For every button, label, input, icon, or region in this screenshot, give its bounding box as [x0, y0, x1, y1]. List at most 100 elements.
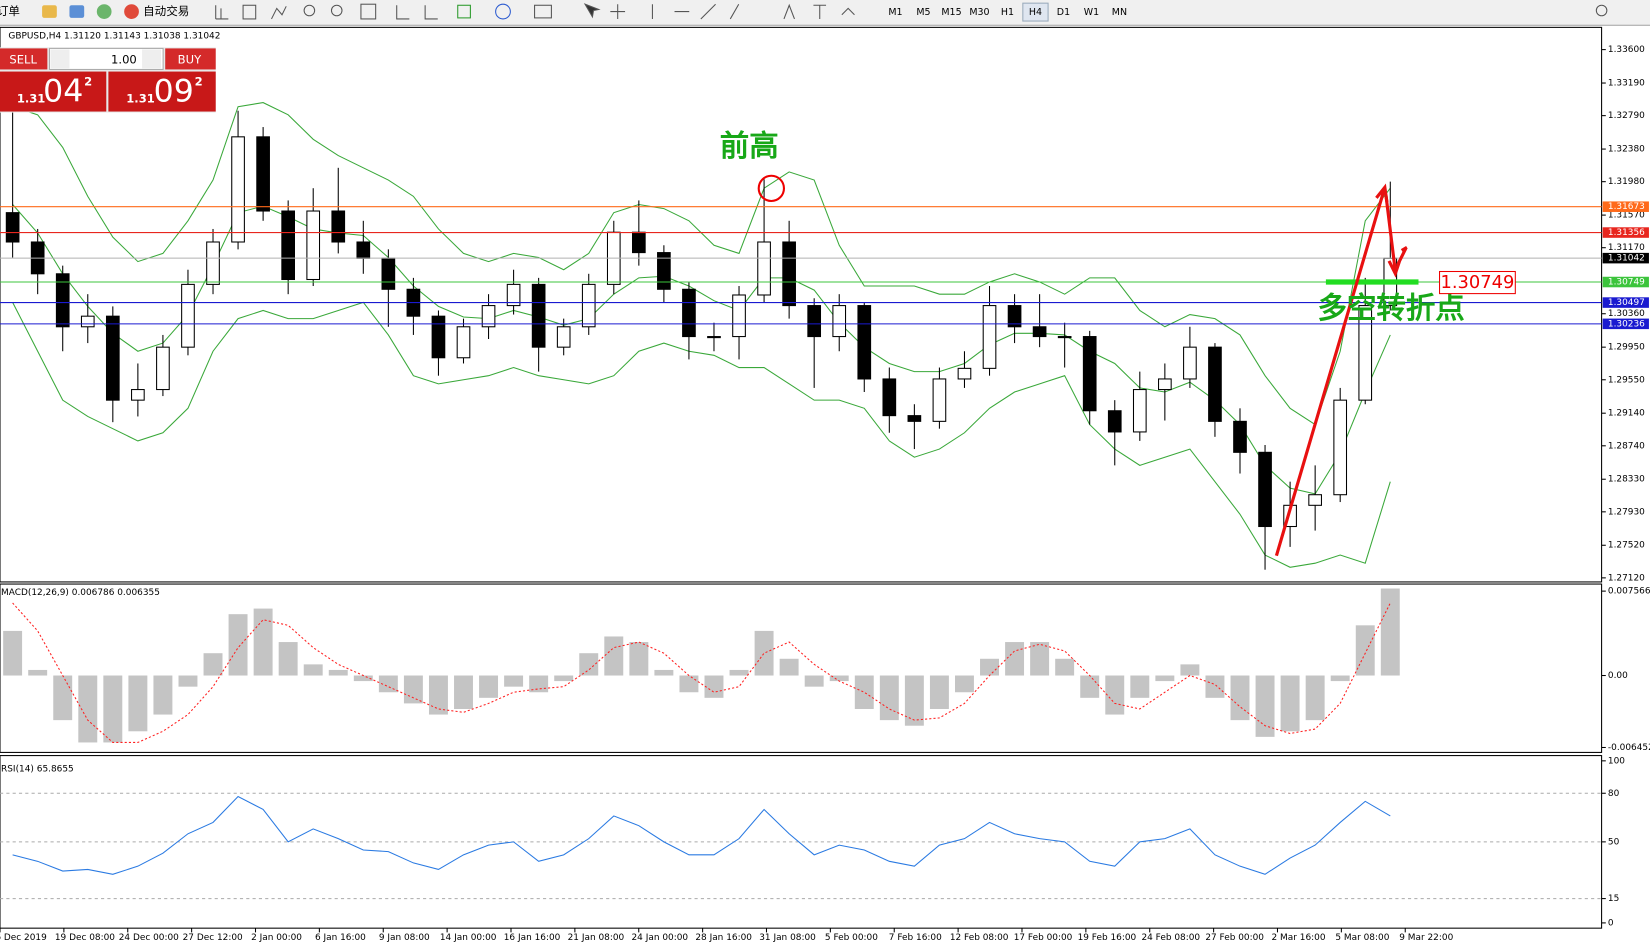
icon[interactable] — [124, 4, 139, 19]
candle-body — [732, 294, 746, 338]
y-tick-label: 1.28740 — [1608, 441, 1645, 451]
candle-body — [832, 305, 847, 338]
y-tick-label: 50 — [1608, 837, 1620, 847]
icon[interactable] — [457, 4, 471, 19]
icon[interactable] — [96, 4, 112, 19]
x-tick-label: 27 Feb 00:00 — [1205, 933, 1264, 943]
icon[interactable] — [215, 5, 229, 20]
timeframe-button[interactable]: H4 — [1029, 7, 1042, 18]
sell-button[interactable] — [0, 48, 48, 70]
price-level-label: 1.31356 — [1608, 228, 1645, 238]
icon[interactable] — [42, 5, 57, 18]
icon[interactable] — [271, 6, 287, 20]
macd-bar — [428, 675, 448, 715]
x-tick-label: 9 Jan 08:00 — [379, 933, 430, 943]
macd-bar — [1080, 675, 1100, 698]
annotation-previous-high: 前高 — [720, 129, 779, 163]
macd-bar — [1005, 642, 1025, 676]
y-tick-label: 1.29140 — [1608, 409, 1645, 419]
lots-field[interactable] — [48, 47, 164, 70]
annotation-turning-point: 多空转折点 — [1318, 291, 1465, 325]
sell-price-box[interactable] — [0, 71, 107, 112]
candle-body — [882, 378, 897, 417]
icon[interactable] — [303, 4, 316, 17]
candle-body — [456, 326, 471, 359]
candle-body — [506, 283, 521, 307]
timeframe-button[interactable]: M5 — [916, 7, 930, 18]
candle-body — [1258, 451, 1272, 528]
icon[interactable] — [330, 4, 343, 17]
candle-body — [306, 210, 321, 281]
candle-body — [531, 283, 546, 348]
macd-bar — [178, 675, 198, 687]
toolbar-new-order[interactable]: 新订单 — [0, 4, 20, 18]
macd-bar — [579, 653, 599, 676]
lots-up[interactable] — [142, 49, 162, 69]
macd-bar — [1030, 642, 1050, 676]
x-tick-label: 16 Jan 16:00 — [504, 933, 561, 943]
timeframe-button[interactable]: D1 — [1057, 7, 1070, 18]
timeframe-button[interactable]: MN — [1112, 7, 1127, 18]
price-level-label: 1.30749 — [1608, 278, 1645, 288]
candle-body — [1183, 346, 1197, 380]
callout-price: 1.30749 — [1440, 272, 1514, 293]
macd-bar — [228, 614, 248, 676]
macd-bar — [1305, 675, 1325, 721]
candle-body — [932, 378, 947, 422]
macd-bar — [479, 675, 499, 698]
macd-bar — [729, 669, 749, 676]
icon[interactable] — [534, 4, 552, 19]
bollinger-lower — [12, 301, 1391, 568]
candle-body — [431, 315, 446, 359]
candle-body — [131, 389, 145, 401]
macd-bar — [629, 642, 649, 676]
icon[interactable] — [495, 3, 511, 20]
macd-bar — [1180, 664, 1200, 676]
timeframe-button[interactable]: M15 — [941, 7, 961, 18]
macd-bar — [1105, 675, 1125, 715]
y-tick-label: 1.27120 — [1608, 573, 1645, 583]
timeframe-button[interactable]: M1 — [888, 7, 902, 18]
candle-body — [1082, 336, 1097, 412]
lots-down[interactable] — [50, 49, 70, 69]
macd-bar — [28, 669, 48, 676]
icon[interactable] — [242, 4, 257, 20]
candle-body — [1208, 346, 1222, 422]
toolbar-icons — [215, 3, 855, 20]
icon[interactable] — [360, 3, 377, 20]
macd-bar — [679, 675, 699, 693]
y-tick-label: 1.30360 — [1608, 309, 1645, 319]
indicator-title: GBPUSD,H4 1.31120 1.31143 1.31038 1.3104… — [8, 31, 220, 41]
search-icon[interactable] — [1595, 4, 1608, 17]
macd-bar — [504, 675, 524, 687]
macd-bar — [604, 636, 624, 676]
icon[interactable] — [583, 3, 601, 19]
timeframe-button[interactable]: M30 — [969, 7, 989, 18]
candle-body — [1333, 399, 1348, 496]
indicator-title: MACD(12,26,9) 0.006786 0.006355 — [1, 588, 160, 598]
timeframe-button[interactable]: H1 — [1001, 7, 1014, 18]
buy-button[interactable] — [165, 48, 216, 70]
buy-price-box[interactable] — [108, 71, 216, 112]
x-tick-label: 2 Jan 00:00 — [251, 933, 302, 943]
timeframe-button[interactable]: W1 — [1084, 7, 1099, 18]
buy-label[interactable]: BUY — [178, 52, 202, 66]
macd-bar — [278, 642, 298, 676]
macd-bar — [403, 675, 423, 704]
icon[interactable] — [396, 5, 438, 20]
icon[interactable] — [610, 3, 855, 20]
sell-label[interactable]: SELL — [9, 52, 37, 66]
x-tick-label: 28 Jan 16:00 — [695, 933, 752, 943]
price-level-tag — [1602, 297, 1649, 308]
lots-value[interactable]: 1.00 — [111, 52, 137, 66]
x-tick-label: 19 Dec 08:00 — [55, 933, 115, 943]
macd-bar — [754, 630, 774, 676]
drop-arrow — [1384, 194, 1408, 278]
buy-fraction: 2 — [195, 75, 203, 89]
toolbar-autotrade[interactable]: 自动交易 — [143, 4, 189, 18]
icon[interactable] — [69, 5, 85, 18]
candle-body — [1057, 336, 1072, 339]
toolbar — [0, 0, 1650, 26]
timeframe-selected[interactable] — [1022, 2, 1049, 22]
candle-body — [857, 305, 872, 380]
